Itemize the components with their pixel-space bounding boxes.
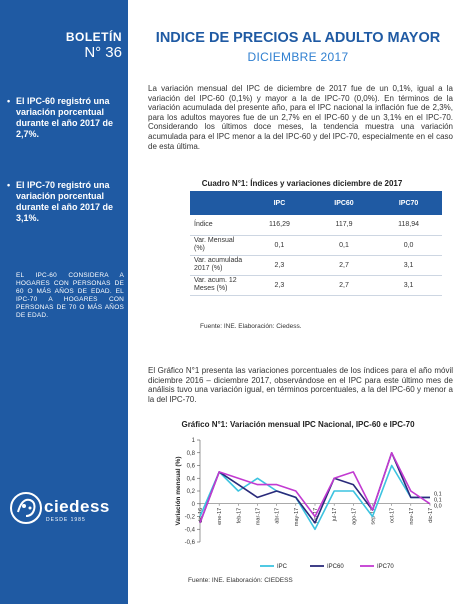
boletin-label: BOLETÍN xyxy=(65,30,122,44)
x-tick-label: dic-17 xyxy=(428,508,434,523)
ciedess-logo-icon xyxy=(10,492,42,524)
row-label: Índice xyxy=(190,215,246,236)
table-row: Var. acumulada 2017 (%) 2,3 2,7 3,1 xyxy=(190,255,442,276)
sidebar-bullet-text: El IPC-60 registró una variación porcent… xyxy=(16,96,114,139)
boletin-number: N° 36 xyxy=(84,44,122,61)
row-label: Var. acum. 12 Meses (%) xyxy=(190,275,246,296)
table-cell: 2,7 xyxy=(312,255,376,276)
series-line-ipc xyxy=(199,464,430,531)
x-tick-label: ene-17 xyxy=(217,508,223,525)
row-label: Var. Mensual (%) xyxy=(190,235,246,256)
table-cell: 2,3 xyxy=(246,275,313,296)
chart-intro-paragraph: El Gráfico N°1 presenta las variaciones … xyxy=(148,366,453,404)
legend-label: IPC xyxy=(277,564,288,570)
y-tick-label: -0,6 xyxy=(185,540,196,546)
x-tick-label: mar-17 xyxy=(256,508,262,525)
y-axis-label: Variación mensual (%) xyxy=(175,457,182,526)
legend-label: IPC70 xyxy=(377,564,394,570)
y-tick-label: -0,4 xyxy=(185,527,196,533)
x-tick-label: sep-17 xyxy=(371,508,377,525)
y-tick-label: 0 xyxy=(192,502,196,508)
x-tick-label: ago-17 xyxy=(351,508,357,525)
bullet-icon: • xyxy=(7,96,11,106)
sidebar-note: EL IPC-60 CONSIDERA A HOGARES CON PERSON… xyxy=(16,272,124,319)
table-row: Índice 116,29 117,9 118,94 xyxy=(190,215,442,236)
table-cell: 117,9 xyxy=(312,215,376,236)
table-title: Cuadro N°1: Índices y variaciones diciem… xyxy=(201,179,403,188)
table-cell: 3,1 xyxy=(375,275,442,296)
y-tick-label: 1 xyxy=(192,438,196,444)
chart-source: Fuente: INE. Elaboración: CIEDESS xyxy=(188,577,293,584)
row-label: Var. acumulada 2017 (%) xyxy=(190,255,246,276)
y-tick-label: 0,8 xyxy=(187,451,196,457)
x-tick-label: jul-17 xyxy=(332,508,338,522)
x-tick-label: may-17 xyxy=(294,508,300,526)
column-header: IPC xyxy=(246,191,313,215)
table-cell: 116,29 xyxy=(246,215,313,236)
logo-text: ciedess xyxy=(44,497,110,516)
table-cell: 3,1 xyxy=(375,255,442,276)
y-tick-label: 0,4 xyxy=(187,476,196,482)
table-row: Var. Mensual (%) 0,1 0,1 0,0 xyxy=(190,235,442,256)
x-tick-label: nov-17 xyxy=(409,508,415,525)
sidebar-bullet-text: El IPC-70 registró una variación porcent… xyxy=(16,180,114,223)
legend-label: IPC60 xyxy=(327,564,344,570)
line-chart: -0,6 -0,4 -0,2 0 0,2 0,4 0,6 0,8 1 Variación mens… xyxy=(175,438,442,570)
sidebar-bullet-ipc70: • El IPC-70 registró una variación porce… xyxy=(7,180,124,224)
series-line-ipc70 xyxy=(199,451,431,524)
sidebar-bullet-ipc60: • El IPC-60 registró una variación porce… xyxy=(7,96,124,140)
x-tick-label: abr-17 xyxy=(275,508,281,524)
table-cell: 2,3 xyxy=(246,255,313,276)
column-header: IPC60 xyxy=(312,191,376,215)
table-cell: 118,94 xyxy=(375,215,442,236)
column-header: IPC70 xyxy=(375,191,442,215)
table-row: Var. acum. 12 Meses (%) 2,3 2,7 3,1 xyxy=(190,275,442,296)
y-tick-label: 0,6 xyxy=(187,464,196,470)
table-source: Fuente: INE. Elaboración: Ciedess. xyxy=(200,323,302,330)
y-tick-label: 0,2 xyxy=(187,489,196,495)
table-corner-cell xyxy=(190,191,246,215)
page-subtitle: DICIEMBRE 2017 xyxy=(247,50,349,64)
page-title: INDICE DE PRECIOS AL ADULTO MAYOR xyxy=(155,30,441,46)
intro-paragraph: La variación mensual del IPC de diciembr… xyxy=(148,84,453,151)
end-value-label: 0,1 xyxy=(434,491,442,497)
y-tick-label: -0,2 xyxy=(185,515,196,521)
x-tick-label: oct-17 xyxy=(390,508,396,523)
end-value-label: 0,1 xyxy=(434,497,442,503)
sidebar: BOLETÍN N° 36 • El IPC-60 registró una v… xyxy=(0,0,128,604)
table-cell: 2,7 xyxy=(312,275,376,296)
table-cell: 0,0 xyxy=(375,235,442,256)
table-cell: 0,1 xyxy=(246,235,313,256)
table-cell: 0,1 xyxy=(312,235,376,256)
table-header-row: IPC IPC60 IPC70 xyxy=(190,191,442,215)
indices-table: IPC IPC60 IPC70 Índice 116,29 117,9 118,… xyxy=(190,191,442,296)
x-tick-label: feb-17 xyxy=(236,508,242,524)
bullet-icon: • xyxy=(7,180,11,190)
end-value-label: 0,0 xyxy=(434,503,442,509)
chart-title: Gráfico N°1: Variación mensual IPC Nacio… xyxy=(181,420,415,429)
logo-subtext: DESDE 1985 xyxy=(46,517,86,523)
